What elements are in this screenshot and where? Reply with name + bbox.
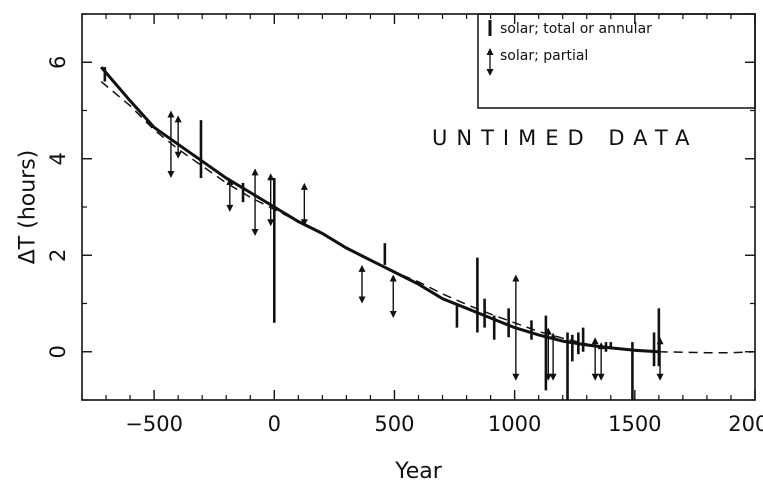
arrowhead-down	[486, 69, 494, 76]
partial-arrow	[389, 274, 397, 318]
legend-label-partial: solar; partial	[500, 48, 588, 64]
arrowhead-up	[358, 264, 366, 272]
x-tick-label: 0	[268, 412, 281, 436]
arrowhead-up	[174, 115, 182, 123]
x-tick-label: 500	[374, 412, 414, 436]
arrowhead-down	[174, 151, 182, 159]
arrowhead-up	[251, 168, 259, 176]
arrowhead-down	[226, 204, 234, 212]
partial-arrow	[267, 173, 275, 227]
partial-arrow	[544, 327, 552, 381]
arrowhead-down	[389, 310, 397, 318]
x-axis-title: Year	[394, 459, 443, 483]
arrowhead-up	[226, 178, 234, 186]
y-tick-label: 0	[46, 345, 70, 358]
arrowhead-up	[656, 337, 664, 345]
arrowhead-up	[267, 173, 275, 181]
partial-arrow	[549, 332, 557, 381]
partial-arrow	[300, 182, 308, 227]
x-tick-label: 1500	[608, 412, 661, 436]
y-tick-label: 6	[46, 56, 70, 69]
dashed-curve	[100, 81, 756, 354]
arrowhead-down	[167, 171, 175, 179]
arrowhead-down	[591, 373, 599, 381]
arrowhead-down	[549, 373, 557, 381]
x-tick-label: 1000	[488, 412, 541, 436]
y-tick-label: 4	[46, 152, 70, 165]
model-curves	[100, 66, 756, 354]
arrowhead-up	[591, 337, 599, 345]
arrowhead-down	[512, 373, 520, 381]
partial-arrow	[656, 337, 664, 381]
arrowhead-down	[251, 228, 259, 236]
partial-arrow	[597, 342, 605, 381]
y-tick-label: 2	[46, 249, 70, 262]
arrowhead-up	[549, 332, 557, 340]
partial-arrow	[358, 264, 366, 304]
partial-arrow	[591, 337, 599, 381]
y-axis-title: ΔT (hours)	[16, 150, 41, 265]
partial-arrow	[174, 115, 182, 159]
arrowhead-down	[358, 296, 366, 304]
untimed-data-annotation: UNTIMED DATA	[432, 126, 698, 150]
arrowhead-up	[486, 48, 494, 55]
partial-arrows	[167, 110, 664, 381]
arrowhead-up	[544, 327, 552, 335]
solid-curve	[100, 66, 659, 354]
arrowhead-down	[300, 219, 308, 227]
total-or-annular-bars	[103, 67, 661, 400]
x-tick-label: −500	[125, 412, 183, 436]
arrowhead-down	[267, 219, 275, 227]
arrowhead-up	[167, 110, 175, 118]
arrowhead-down	[656, 373, 664, 381]
legend-box	[477, 13, 756, 109]
arrowhead-up	[389, 274, 397, 282]
legend-label-total-or-annular: solar; total or annular	[500, 21, 652, 37]
arrowhead-down	[544, 373, 552, 381]
arrowhead-down	[597, 373, 605, 381]
arrowhead-up	[512, 274, 520, 282]
arrowhead-up	[300, 182, 308, 190]
legend: solar; total or annular solar; partial	[477, 13, 756, 109]
partial-arrow	[512, 274, 520, 381]
partial-arrow	[167, 110, 175, 179]
partial-arrow	[251, 168, 259, 236]
partial-arrow	[226, 178, 234, 212]
legend-arrow-marker	[486, 48, 494, 76]
arrowhead-up	[597, 342, 605, 350]
